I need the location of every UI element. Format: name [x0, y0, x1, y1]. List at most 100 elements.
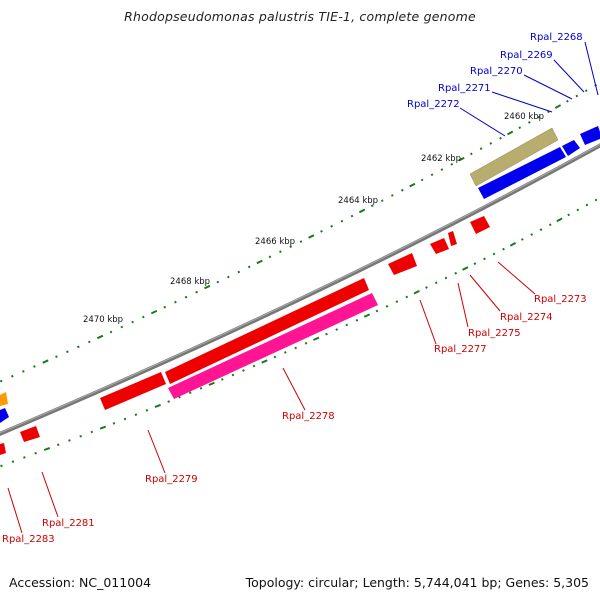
minor-tick [163, 305, 167, 309]
minor-tick [340, 219, 344, 223]
minor-tick [520, 238, 524, 241]
minor-tick [400, 188, 404, 192]
leader-line [457, 282, 469, 328]
leader-line [469, 274, 501, 312]
kbp-label: 2464 kbp [338, 196, 378, 206]
minor-tick [216, 280, 220, 284]
major-tick [204, 284, 211, 290]
minor-tick [434, 281, 438, 285]
leader-line [584, 41, 599, 96]
major-tick [554, 104, 562, 109]
gene-label-reverse: Rpal_2277 [434, 344, 487, 355]
minor-tick [385, 305, 389, 308]
minor-tick [11, 460, 15, 463]
minor-tick [289, 245, 293, 248]
gene-feature-red [470, 216, 490, 234]
minor-tick [502, 247, 505, 251]
minor-tick [527, 121, 531, 124]
gene-feature-red [448, 231, 457, 246]
gene-label-forward: Rpal_2268 [530, 32, 583, 43]
accession-text: Accession: NC_011004 [9, 575, 152, 590]
minor-tick [479, 147, 483, 150]
minor-tick [304, 341, 308, 345]
leader-line [459, 107, 506, 137]
gene-feature-red [0, 443, 6, 455]
minor-tick [199, 386, 203, 390]
major-tick [308, 234, 315, 239]
major-tick [42, 359, 49, 364]
minor-tick [131, 320, 134, 324]
leader-line [41, 471, 59, 518]
gene-feature-orange [0, 392, 8, 406]
minor-tick [0, 379, 3, 383]
major-tick [256, 259, 263, 265]
minor-tick [22, 370, 25, 373]
minor-tick [68, 439, 71, 442]
minor-tick [247, 265, 251, 269]
minor-tick [390, 194, 394, 197]
minor-tick [123, 417, 127, 421]
minor-tick [221, 378, 224, 381]
kbp-label: 2470 kbp [83, 315, 123, 325]
minor-tick [345, 323, 349, 327]
major-tick [261, 359, 268, 364]
minor-tick [33, 365, 36, 368]
minor-tick [112, 422, 116, 425]
inner-tick-ring [0, 198, 598, 468]
leader-line [419, 299, 437, 345]
major-tick [150, 309, 158, 315]
leader-line [553, 59, 585, 93]
gene-feature-red [100, 372, 166, 410]
minor-tick [350, 214, 354, 218]
minor-tick [23, 456, 26, 459]
gene-label-reverse: Rpal_2278 [282, 411, 335, 422]
kbp-label: 2468 kbp [170, 277, 210, 287]
gene-label-reverse: Rpal_2283 [2, 534, 55, 545]
minor-tick [425, 286, 428, 289]
minor-tick [548, 223, 552, 227]
minor-tick [489, 142, 493, 145]
gene-label-reverse: Rpal_2273 [534, 294, 587, 305]
kbp-label: 2466 kbp [255, 237, 295, 247]
gene-feature-blue [562, 140, 580, 156]
minor-tick [252, 364, 256, 368]
minor-tick [120, 325, 124, 329]
minor-tick [454, 271, 458, 275]
minor-tick [567, 213, 571, 217]
minor-tick [380, 199, 384, 202]
minor-tick [294, 346, 298, 350]
kbp-label: 2460 kbp [504, 112, 544, 122]
minor-tick [174, 300, 177, 304]
minor-tick [335, 328, 339, 331]
minor-tick [109, 330, 113, 334]
minor-tick [231, 373, 235, 377]
minor-tick [405, 295, 409, 299]
minor-tick [195, 290, 199, 294]
minor-tick [566, 99, 569, 103]
minor-tick [226, 275, 230, 279]
minor-tick [547, 110, 550, 114]
minor-tick [242, 369, 245, 372]
minor-tick [320, 230, 323, 233]
gene-feature-magenta [168, 293, 378, 399]
major-tick [99, 425, 107, 430]
minor-tick [355, 318, 359, 322]
major-tick [509, 242, 517, 247]
minor-tick [395, 300, 399, 303]
minor-tick [370, 204, 374, 208]
leader-line [7, 487, 23, 534]
major-tick [96, 334, 104, 340]
major-tick [556, 217, 563, 223]
minor-tick [145, 408, 149, 412]
gene-feature-blue [580, 126, 600, 145]
minor-tick [0, 464, 3, 468]
minor-tick [56, 443, 60, 447]
minor-tick [430, 173, 434, 177]
minor-tick [237, 270, 241, 274]
map-title: Rhodopseudomonas palustris TIE-1, comple… [124, 9, 476, 24]
major-tick [462, 266, 469, 271]
genome-summary-text: Topology: circular; Length: 5,744,041 bp… [245, 575, 589, 590]
minor-tick [10, 374, 14, 378]
minor-tick [537, 115, 541, 119]
genome-backbone-highlight [0, 143, 600, 434]
